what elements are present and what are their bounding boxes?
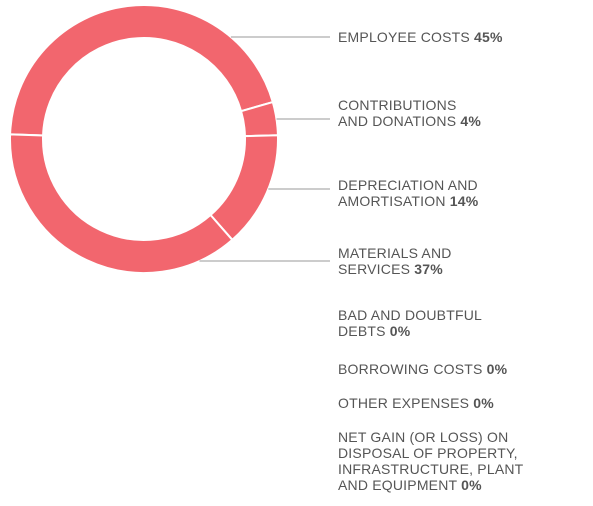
legend-label: DEPRECIATION AND AMORTISATION 14%: [338, 177, 478, 209]
category-label: BORROWING COSTS: [338, 361, 483, 377]
legend-label: EMPLOYEE COSTS 45%: [338, 29, 503, 45]
value-label: 14%: [449, 193, 479, 209]
category-label: MATERIALS AND SERVICES: [338, 245, 452, 277]
category-label: BAD AND DOUBTFUL DEBTS: [338, 307, 482, 339]
value-label: 45%: [474, 29, 503, 45]
legend-label: OTHER EXPENSES 0%: [338, 395, 494, 411]
category-label: NET GAIN (OR LOSS) ON DISPOSAL OF PROPER…: [338, 429, 524, 493]
legend-label: BAD AND DOUBTFUL DEBTS 0%: [338, 307, 482, 339]
value-label: 37%: [414, 261, 443, 277]
value-label: 0%: [486, 361, 508, 377]
legend-label: MATERIALS AND SERVICES 37%: [338, 245, 452, 277]
legend-label: BORROWING COSTS 0%: [338, 361, 507, 377]
legend-label: CONTRIBUTIONS AND DONATIONS 4%: [338, 97, 481, 129]
value-label: 0%: [461, 477, 482, 493]
category-label: DEPRECIATION AND AMORTISATION: [338, 177, 478, 209]
value-label: 4%: [460, 113, 481, 129]
legend-label: NET GAIN (OR LOSS) ON DISPOSAL OF PROPER…: [338, 429, 523, 493]
value-label: 0%: [389, 323, 411, 339]
category-label: OTHER EXPENSES: [338, 395, 470, 411]
category-label: EMPLOYEE COSTS: [338, 29, 470, 45]
donut-segment: [9, 133, 234, 274]
value-label: 0%: [473, 395, 494, 411]
donut-segment: [9, 4, 275, 137]
donut-segment: [209, 134, 279, 242]
category-label: CONTRIBUTIONS AND DONATIONS: [338, 97, 457, 129]
